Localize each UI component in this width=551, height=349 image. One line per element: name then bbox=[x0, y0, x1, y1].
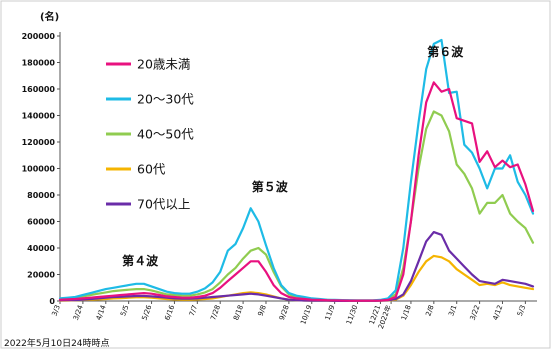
y-axis: 0 20000 40000 60000 80000 100000 120000 140000 1… bbox=[22, 32, 61, 306]
series-line-2 bbox=[58, 38, 535, 302]
y-tick-label: 80000 bbox=[27, 191, 55, 200]
wave-annotation: 第６波 bbox=[427, 44, 464, 59]
y-tick-label: 60000 bbox=[27, 218, 55, 227]
legend: 20歳未満 20～30代 40～50代 60代 70代以上 bbox=[106, 57, 194, 212]
wave-annotation: 第５波 bbox=[252, 179, 289, 194]
legend-label: 70代以上 bbox=[137, 197, 190, 212]
y-tick-label: 120000 bbox=[22, 138, 56, 147]
series-lines bbox=[58, 38, 535, 302]
series-line-3 bbox=[58, 110, 535, 302]
x-tick-label: 2/8 bbox=[424, 304, 435, 317]
x-tick-label: 3/1 bbox=[447, 304, 458, 317]
x-tick-label: 5/3 bbox=[516, 304, 527, 317]
y-unit-label: (名) bbox=[40, 10, 59, 23]
x-tick-label: 3/3 bbox=[51, 304, 62, 317]
y-tick-label: 140000 bbox=[22, 112, 56, 121]
x-tick-label: 7/7 bbox=[188, 304, 199, 317]
x-tick-label: 5/5 bbox=[119, 304, 130, 317]
legend-label: 60代 bbox=[137, 162, 166, 177]
wave-annotations: 第４波 第５波 第６波 bbox=[122, 44, 464, 268]
y-tick-label: 0 bbox=[49, 297, 55, 306]
legend-label: 40～50代 bbox=[137, 127, 194, 142]
footnote: 2022年5月10日24時時点 bbox=[4, 337, 110, 349]
y-tick-label: 40000 bbox=[27, 244, 55, 253]
x-tick-label: 9/8 bbox=[256, 304, 267, 317]
y-tick-label: 100000 bbox=[22, 165, 56, 174]
y-tick-label: 200000 bbox=[22, 32, 56, 41]
wave-annotation: 第４波 bbox=[122, 253, 159, 268]
legend-label: 20～30代 bbox=[137, 92, 194, 107]
series-line-1 bbox=[58, 81, 535, 302]
series-line-5 bbox=[58, 231, 535, 302]
y-tick-label: 180000 bbox=[22, 59, 56, 68]
y-tick-label: 160000 bbox=[22, 85, 56, 94]
legend-label: 20歳未満 bbox=[137, 57, 190, 72]
y-tick-label: 20000 bbox=[27, 271, 55, 280]
